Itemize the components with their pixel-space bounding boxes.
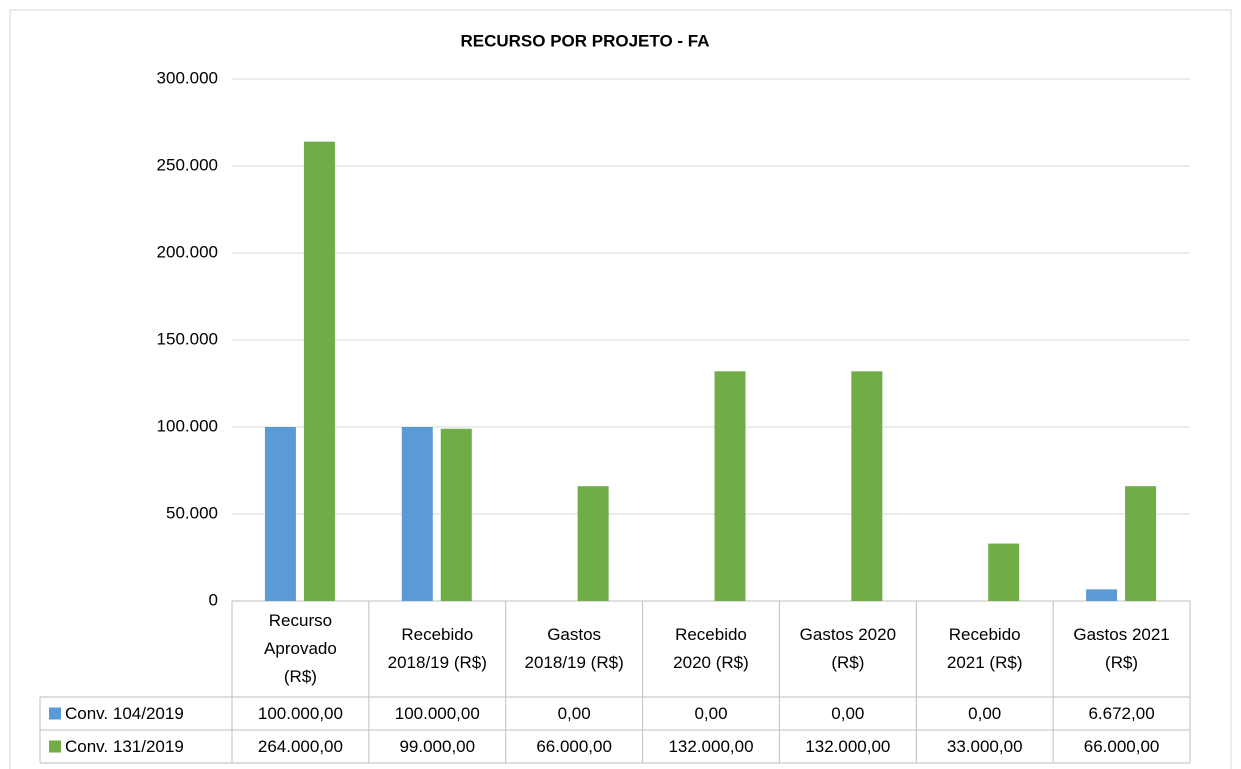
y-tick-label: 150.000 (157, 329, 218, 348)
y-tick-label: 50.000 (166, 503, 218, 522)
legend-key (49, 707, 61, 720)
y-tick-label: 0 (209, 590, 218, 609)
x-tick-label: Gastos 2020 (R$) (799, 625, 897, 672)
table-value: 132.000,00 (668, 737, 753, 756)
x-tick-label: Recurso Aprovado (R$) (264, 611, 337, 686)
table-value: 66.000,00 (1084, 737, 1160, 756)
chart-title: RECURSO POR PROJETO - FA (460, 31, 709, 50)
table-value: 100.000,00 (395, 704, 480, 723)
table-value: 99.000,00 (399, 737, 475, 756)
table-value: 0,00 (694, 704, 727, 723)
table-value: 33.000,00 (947, 737, 1023, 756)
table-value: 66.000,00 (536, 737, 612, 756)
bar (1125, 486, 1157, 601)
x-tick-label: Recebido 2020 (R$) (673, 625, 749, 672)
bar (714, 371, 746, 601)
table-value: 0,00 (968, 704, 1001, 723)
x-tick-label: Gastos 2021 (R$) (1073, 625, 1170, 672)
table-value: 6.672,00 (1088, 704, 1154, 723)
x-tick-label: Gastos 2018/19 (R$) (524, 625, 624, 672)
legend-key (49, 740, 61, 753)
legend-label: Conv. 131/2019 (65, 737, 184, 756)
y-tick-label: 250.000 (157, 155, 218, 174)
table-value: 132.000,00 (805, 737, 890, 756)
x-tick-label: Recebido 2018/19 (R$) (387, 625, 487, 672)
y-tick-label: 200.000 (157, 242, 218, 261)
bar (851, 371, 883, 601)
bar (401, 427, 433, 601)
table-value: 0,00 (831, 704, 864, 723)
y-tick-label: 300.000 (157, 68, 218, 87)
bar (1086, 589, 1118, 601)
y-tick-label: 100.000 (157, 416, 218, 435)
bar (577, 486, 609, 601)
x-tick-label: Recebido 2021 (R$) (946, 625, 1023, 672)
bar (440, 428, 472, 601)
chart-border (9, 9, 1232, 769)
bar (303, 141, 335, 601)
table-value: 0,00 (558, 704, 591, 723)
legend-label: Conv. 104/2019 (65, 704, 184, 723)
bar (988, 543, 1020, 601)
bar (264, 427, 296, 601)
table-value: 264.000,00 (258, 737, 343, 756)
table-value: 100.000,00 (258, 704, 343, 723)
